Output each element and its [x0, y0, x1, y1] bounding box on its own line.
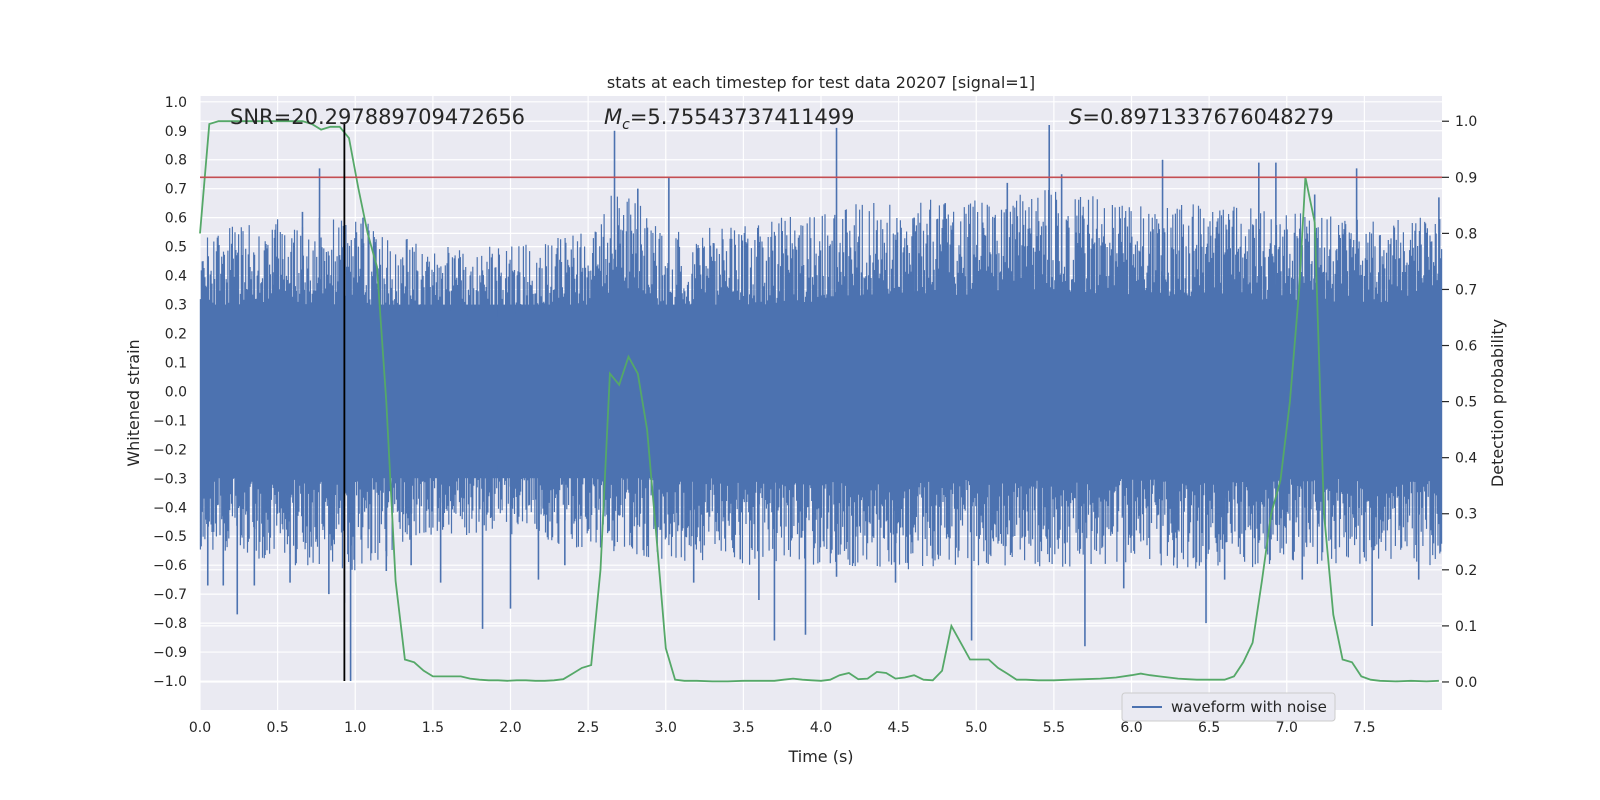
snr-annotation: SNR=20.297889709472656 [230, 105, 525, 129]
chirp-mass-annotation: Mc=5.75543737411499 [604, 105, 855, 133]
y2-tick-label: 0.5 [1455, 395, 1477, 411]
y2-tick-label: 0.4 [1455, 451, 1477, 467]
y2-tick-label: 0.7 [1455, 282, 1477, 298]
x-tick-label: 7.0 [1276, 720, 1298, 736]
legend: waveform with noise [1121, 692, 1336, 722]
x-tick-label: 2.5 [577, 720, 599, 736]
y-axis-ticks: 1.0 0.9 0.8 0.7 0.6 0.5 0.4 0.3 0.2 0.1 0.0 −0.1 −0.… [153, 95, 187, 690]
x-tick-label: 3.0 [655, 720, 677, 736]
y2-tick-label: 0.2 [1455, 563, 1477, 579]
waveform-series [199, 124, 1443, 682]
y-tick-label: 0.1 [165, 355, 187, 371]
y-tick-label: −0.2 [153, 442, 187, 458]
x-tick-label: 0.5 [266, 720, 288, 736]
y-tick-label: −0.4 [153, 500, 187, 516]
x-tick-label: 6.5 [1198, 720, 1220, 736]
x-tick-label: 0.0 [189, 720, 211, 736]
y-tick-label: 0.6 [165, 211, 187, 227]
y2-axis-ticks: 1.0 0.9 0.8 0.7 0.6 0.5 0.4 0.3 0.2 0.1 0.0 [1442, 114, 1477, 691]
x-tick-label: 4.5 [887, 720, 909, 736]
s-value: =0.8971337676048279 [1082, 105, 1333, 129]
chart-title: stats at each timestep for test data 202… [607, 73, 1035, 92]
y-tick-label: −0.5 [153, 529, 187, 545]
probability-line [199, 120, 1439, 683]
x-tick-label: 6.0 [1120, 720, 1142, 736]
y-tick-label: 0.5 [165, 240, 187, 256]
waveform-trace [199, 190, 1443, 571]
y-tick-label: −0.1 [153, 413, 187, 429]
y-tick-label: −0.7 [153, 587, 187, 603]
y-tick-label: 0.3 [165, 298, 187, 314]
x-tick-label: 1.0 [344, 720, 366, 736]
y-tick-label: −1.0 [153, 674, 187, 690]
probability-series [199, 120, 1439, 683]
y2-tick-label: 0.3 [1455, 507, 1477, 523]
y2-tick-label: 0.8 [1455, 226, 1477, 242]
y2-tick-label: 0.0 [1455, 675, 1477, 691]
chirp-mass-symbol: M [604, 105, 622, 129]
x-tick-label: 5.0 [965, 720, 987, 736]
legend-entry: waveform with noise [1171, 698, 1327, 716]
x-tick-label: 5.5 [1043, 720, 1065, 736]
x-tick-label: 4.0 [810, 720, 832, 736]
s-annotation: S=0.8971337676048279 [1069, 105, 1334, 129]
s-symbol: S [1069, 105, 1082, 129]
x-tick-label: 2.0 [499, 720, 521, 736]
x-tick-label: 1.5 [422, 720, 444, 736]
legend-box [1121, 692, 1336, 722]
y-tick-label: 0.9 [165, 124, 187, 140]
y2-tick-label: 0.1 [1455, 619, 1477, 635]
y2-tick-label: 0.9 [1455, 170, 1477, 186]
y-tick-label: 0.7 [165, 182, 187, 198]
x-axis-label: Time (s) [787, 747, 853, 766]
chirp-mass-value: =5.75543737411499 [630, 105, 855, 129]
y-tick-label: −0.8 [153, 616, 187, 632]
y-tick-label: 0.8 [165, 153, 187, 169]
y2-tick-label: 0.6 [1455, 339, 1477, 355]
y-tick-label: −0.9 [153, 645, 187, 661]
x-axis-ticks: 0.0 0.5 1.0 1.5 2.0 2.5 3.0 3.5 4.0 4.5 5.0 5.5 6.0 6… [189, 720, 1376, 736]
y-tick-label: −0.6 [153, 558, 187, 574]
chart-overlays [200, 122, 1442, 682]
y-tick-label: 0.4 [165, 269, 187, 285]
x-tick-label: 3.5 [732, 720, 754, 736]
y-tick-label: 1.0 [165, 95, 187, 111]
y-axis-label: Whitened strain [124, 339, 143, 466]
y2-axis-label: Detection probability [1488, 319, 1507, 487]
x-tick-label: 7.5 [1353, 720, 1375, 736]
y2-tick-label: 1.0 [1455, 114, 1477, 130]
y-tick-label: 0.0 [165, 384, 187, 400]
chirp-mass-subscript: c [622, 117, 630, 133]
y-tick-label: −0.3 [153, 471, 187, 487]
y-tick-label: 0.2 [165, 326, 187, 342]
